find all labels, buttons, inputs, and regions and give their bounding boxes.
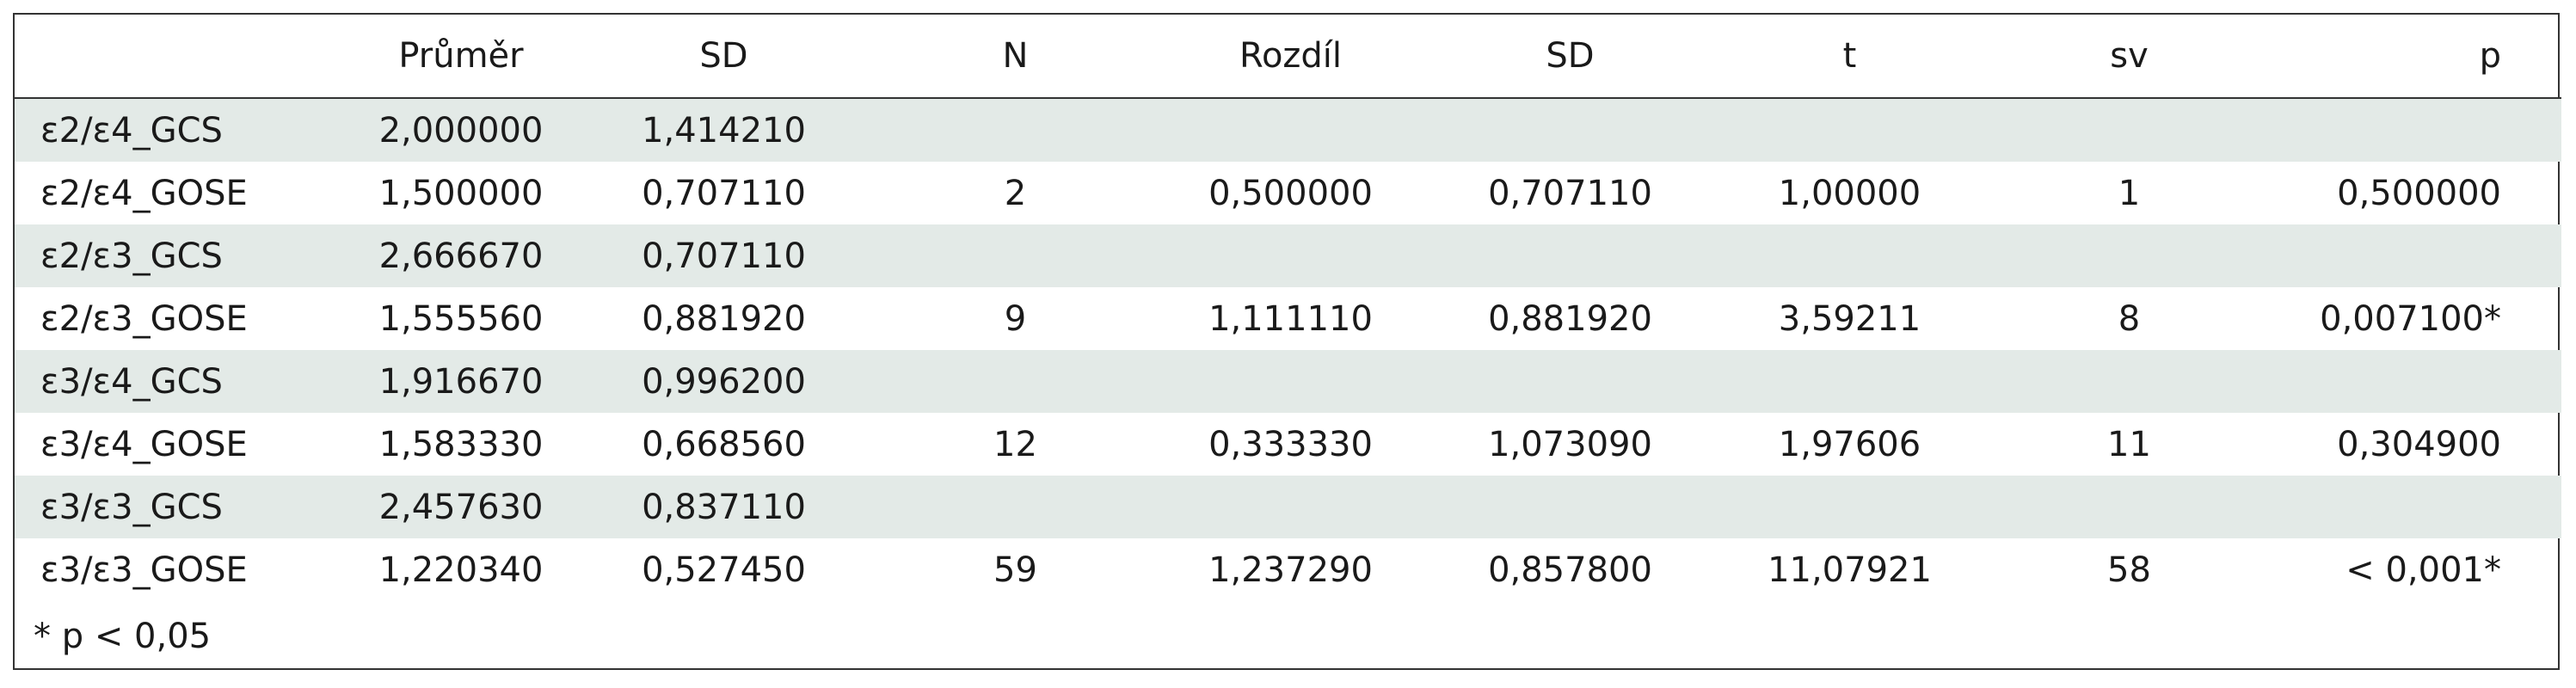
table-row: ε2/ε4_GOSE 1,500000 0,707110 2 0,500000 0,707… xyxy=(15,162,2561,224)
column-header xyxy=(15,15,354,99)
cell: 0,857800 xyxy=(1488,550,1652,590)
cell xyxy=(1430,350,1710,413)
cell xyxy=(1989,98,2269,162)
column-header: sv xyxy=(1989,15,2269,99)
table-row: ε2/ε4_GCS 2,000000 1,414210 xyxy=(15,98,2561,162)
cell xyxy=(1710,224,1989,287)
row-label: ε3/ε3_GOSE xyxy=(40,550,248,590)
cell: 1,00000 xyxy=(1778,173,1921,213)
row-label: ε2/ε3_GOSE xyxy=(40,298,248,339)
cell xyxy=(1151,98,1430,162)
cell: 12 xyxy=(993,424,1037,464)
row-label: ε3/ε3_GCS xyxy=(15,476,354,538)
table-row: ε3/ε3_GCS 2,457630 0,837110 xyxy=(15,476,2561,538)
cell xyxy=(1710,476,1989,538)
cell: 0,304900 xyxy=(2337,424,2501,464)
cell xyxy=(2269,350,2561,413)
header-row: Průměr SD N Rozdíl SD t sv p xyxy=(15,15,2561,99)
cell: 1,111110 xyxy=(1208,298,1373,339)
cell: 58 xyxy=(2107,550,2151,590)
cell: 0,881920 xyxy=(642,298,806,339)
cell: 3,59211 xyxy=(1778,298,1921,339)
cell: 0,333330 xyxy=(1208,424,1373,464)
cell: 2,457630 xyxy=(354,476,568,538)
cell: 1,500000 xyxy=(378,173,544,213)
column-header: t xyxy=(1710,15,1989,99)
cell: 0,500000 xyxy=(2337,173,2501,213)
row-label: ε2/ε4_GCS xyxy=(15,98,354,162)
cell xyxy=(1430,224,1710,287)
footnote: * p < 0,05 xyxy=(34,617,212,656)
cell: 1,583330 xyxy=(378,424,544,464)
cell xyxy=(1430,98,1710,162)
cell xyxy=(1710,98,1989,162)
cell: 1,97606 xyxy=(1778,424,1921,464)
cell: 8 xyxy=(2118,298,2141,339)
cell: 0,881920 xyxy=(1488,298,1652,339)
column-header: p xyxy=(2269,15,2561,99)
column-header: Průměr xyxy=(354,15,568,99)
cell: 0,007100* xyxy=(2320,298,2501,339)
cell: 1,555560 xyxy=(378,298,544,339)
cell xyxy=(1989,476,2269,538)
cell: 0,527450 xyxy=(642,550,806,590)
cell xyxy=(2269,476,2561,538)
cell: 59 xyxy=(993,550,1037,590)
table-frame: Průměr SD N Rozdíl SD t sv p ε2/ε4_GCS 2,000000 1… xyxy=(13,13,2561,670)
cell xyxy=(1989,224,2269,287)
cell xyxy=(1430,476,1710,538)
cell: 2 xyxy=(1004,173,1027,213)
table-row: ε2/ε3_GCS 2,666670 0,707110 xyxy=(15,224,2561,287)
row-label: ε2/ε4_GOSE xyxy=(40,173,248,213)
cell: 1,414210 xyxy=(568,98,880,162)
cell xyxy=(2269,98,2561,162)
row-label: ε2/ε3_GCS xyxy=(15,224,354,287)
cell: 1,073090 xyxy=(1488,424,1652,464)
cell: 1,237290 xyxy=(1208,550,1373,590)
cell xyxy=(2269,224,2561,287)
table-row: ε3/ε3_GOSE 1,220340 0,527450 59 1,237290 0,85… xyxy=(15,538,2561,601)
column-header: Rozdíl xyxy=(1151,15,1430,99)
row-label: ε3/ε4_GOSE xyxy=(40,424,248,464)
cell: 2,000000 xyxy=(354,98,568,162)
cell: 2,666670 xyxy=(354,224,568,287)
cell: 0,707110 xyxy=(568,224,880,287)
table-row: ε3/ε4_GCS 1,916670 0,996200 xyxy=(15,350,2561,413)
cell xyxy=(880,98,1151,162)
cell: 11,07921 xyxy=(1768,550,1932,590)
cell: 11 xyxy=(2107,424,2151,464)
cell: 9 xyxy=(1004,298,1027,339)
cell: 0,707110 xyxy=(642,173,806,213)
results-table: Průměr SD N Rozdíl SD t sv p ε2/ε4_GCS 2,000000 1… xyxy=(15,15,2561,601)
cell: 0,837110 xyxy=(568,476,880,538)
cell: 0,500000 xyxy=(1208,173,1373,213)
cell xyxy=(880,476,1151,538)
cell: 0,996200 xyxy=(568,350,880,413)
cell xyxy=(1989,350,2269,413)
cell: 1 xyxy=(2118,173,2141,213)
cell xyxy=(880,224,1151,287)
cell xyxy=(1151,476,1430,538)
column-header: SD xyxy=(568,15,880,99)
cell: < 0,001* xyxy=(2345,550,2501,590)
table-row: ε3/ε4_GOSE 1,583330 0,668560 12 0,333330 1,07… xyxy=(15,413,2561,476)
cell: 1,220340 xyxy=(378,550,544,590)
cell xyxy=(1151,224,1430,287)
table-row: ε2/ε3_GOSE 1,555560 0,881920 9 1,111110 0,881… xyxy=(15,287,2561,350)
cell: 1,916670 xyxy=(354,350,568,413)
table-body: ε2/ε4_GCS 2,000000 1,414210 ε2/ε4_GOSE 1,500… xyxy=(15,98,2561,601)
column-header: N xyxy=(880,15,1151,99)
column-header: SD xyxy=(1430,15,1710,99)
cell xyxy=(880,350,1151,413)
row-label: ε3/ε4_GCS xyxy=(15,350,354,413)
cell xyxy=(1710,350,1989,413)
cell xyxy=(1151,350,1430,413)
cell: 0,707110 xyxy=(1488,173,1652,213)
cell: 0,668560 xyxy=(642,424,806,464)
